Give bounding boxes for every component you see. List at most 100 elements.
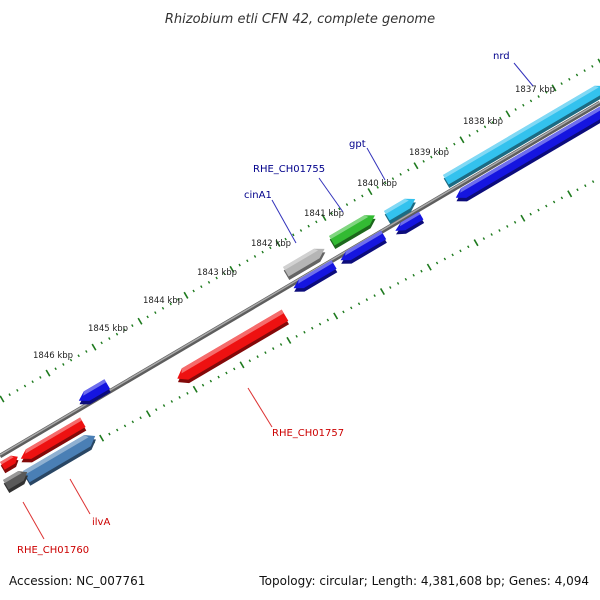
genome-summary-text: Topology: circular; Length: 4,381,608 bp… [259, 574, 589, 588]
minor-tick [200, 285, 203, 289]
minor-tick [299, 229, 303, 232]
major-tick [239, 361, 245, 369]
gene-gpt[interactable] [384, 198, 416, 224]
gene-highlight [25, 417, 82, 454]
gene-rhe-ch01760[interactable] [3, 471, 28, 493]
lower-tick-ruler [5, 180, 595, 491]
minor-tick [376, 185, 379, 189]
kbp-label: 1839 kbp [409, 148, 449, 158]
gene-label-ilva[interactable]: ilvA [92, 517, 110, 528]
gene-label-rhe-ch01755[interactable]: RHE_CH01755 [253, 164, 325, 175]
minor-tick [16, 388, 19, 392]
minor-tick [513, 220, 517, 224]
minor-tick [155, 408, 158, 412]
accession-text: Accession: NC_007761 [9, 574, 146, 588]
minor-tick [389, 286, 392, 289]
gene-forward-red-left[interactable] [0, 455, 19, 474]
upper-tick-ruler [0, 58, 600, 403]
minor-tick [307, 224, 310, 228]
minor-tick [412, 273, 415, 277]
minor-tick [490, 233, 493, 236]
gene-label-rhe-ch01757[interactable]: RHE_CH01757 [272, 428, 344, 439]
minor-tick [162, 404, 166, 407]
minor-tick [246, 259, 249, 263]
gene-blue-mid[interactable] [340, 230, 387, 264]
gene-rhe-ch01758[interactable] [20, 417, 87, 463]
minor-tick [315, 220, 318, 224]
gene-blue-right[interactable] [455, 104, 600, 202]
gene-blue-cina[interactable] [293, 260, 338, 292]
gene-label-cina1[interactable]: cinA1 [244, 190, 272, 201]
minor-tick [560, 82, 563, 86]
gene-body [443, 85, 600, 185]
major-tick [473, 239, 479, 247]
minor-tick [560, 196, 564, 200]
gene-labels: nrd gpt RHE_CH01755 cinA1 RHE_CH01757 il… [17, 51, 510, 556]
minor-tick [453, 142, 456, 146]
minor-tick [284, 237, 287, 241]
minor-tick [482, 237, 486, 241]
gene-blue-small[interactable] [78, 379, 111, 405]
major-tick [229, 265, 235, 273]
minor-tick [365, 298, 369, 302]
minor-tick [459, 249, 462, 253]
minor-tick [223, 272, 226, 276]
minor-tick [303, 330, 306, 334]
major-tick [379, 288, 385, 296]
minor-tick [514, 108, 517, 111]
minor-tick [108, 337, 111, 340]
gene-rhe-ch01755[interactable] [329, 215, 376, 249]
minor-tick [31, 380, 34, 384]
minor-tick [357, 302, 361, 306]
gene-highlight [283, 248, 319, 270]
minor-tick [85, 350, 88, 353]
kbp-label: 1841 kbp [304, 209, 344, 219]
minor-tick [437, 151, 441, 155]
gene-body [20, 417, 86, 459]
major-tick [192, 385, 198, 393]
major-tick [145, 410, 151, 418]
gene-rhe-ch01757[interactable] [177, 309, 289, 384]
minor-tick [139, 416, 142, 420]
minor-tick [353, 198, 356, 202]
minor-tick [498, 229, 501, 232]
gene-highlight [329, 215, 369, 239]
minor-tick [238, 263, 241, 267]
minor-tick [591, 180, 595, 183]
minor-tick [269, 246, 272, 250]
gene-highlight [345, 230, 383, 256]
gene-label-gpt[interactable]: gpt [349, 139, 366, 150]
minor-tick [215, 276, 218, 280]
major-tick [275, 239, 281, 247]
minor-tick [552, 200, 556, 204]
gene-highlight [23, 435, 89, 475]
minor-tick [430, 155, 433, 159]
minor-tick [476, 129, 479, 133]
kbp-label: 1843 kbp [197, 268, 237, 278]
minor-tick [575, 73, 579, 77]
minor-tick [292, 233, 295, 237]
minor-tick [545, 90, 548, 94]
minor-tick [177, 298, 180, 302]
gene-highlight [443, 85, 599, 178]
minor-tick [116, 428, 119, 432]
major-tick [99, 434, 105, 442]
gene-label-nrd[interactable]: nrd [493, 51, 510, 62]
minor-tick [201, 383, 205, 387]
gene-label-rhe-ch01760[interactable]: RHE_CH01760 [17, 545, 89, 556]
gene-blue-gpt[interactable] [395, 211, 425, 235]
minor-tick [384, 181, 387, 185]
gene-highlight [399, 211, 421, 227]
kbp-labels: 1837 kbp 1838 kbp 1839 kbp 1840 kbp 1841… [33, 85, 555, 361]
gene-ilva[interactable] [23, 435, 97, 486]
major-tick [0, 395, 5, 403]
callout-lines [22, 62, 534, 540]
minor-tick [396, 282, 400, 285]
minor-tick [123, 424, 127, 428]
gene-nrd[interactable] [443, 85, 600, 188]
gene-cina1[interactable] [283, 248, 326, 280]
minor-tick [345, 203, 349, 206]
minor-tick [272, 347, 275, 350]
gene-body [0, 455, 18, 470]
minor-tick [468, 134, 471, 137]
